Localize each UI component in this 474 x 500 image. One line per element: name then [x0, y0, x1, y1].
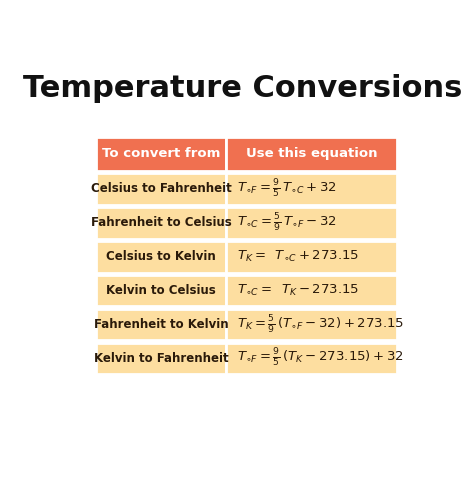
Text: $T_{\circ F} = \frac{9}{5}\,( T_{K} - 273.15) + 32$: $T_{\circ F} = \frac{9}{5}\,( T_{K} - 27…	[237, 348, 404, 370]
Bar	[96, 207, 227, 238]
Text: Use this equation: Use this equation	[246, 148, 378, 160]
Text: Fahrenheit to Kelvin: Fahrenheit to Kelvin	[94, 318, 228, 331]
Text: $T_{\circ C} =\;\; T_{K} - 273.15$: $T_{\circ C} =\;\; T_{K} - 273.15$	[237, 283, 360, 298]
Text: Temperature Conversions: Temperature Conversions	[23, 74, 463, 104]
Bar	[227, 137, 397, 171]
Text: Celsius to Kelvin: Celsius to Kelvin	[106, 250, 216, 263]
Bar	[227, 308, 397, 340]
Text: To convert from: To convert from	[102, 148, 220, 160]
Bar	[227, 275, 397, 306]
Text: $T_{K} = \frac{5}{9}\,( T_{\circ F} - 32) +273.15$: $T_{K} = \frac{5}{9}\,( T_{\circ F} - 32…	[237, 314, 404, 336]
Bar	[96, 275, 227, 306]
Text: Fahrenheit to Celsius: Fahrenheit to Celsius	[91, 216, 232, 230]
Bar	[96, 241, 227, 272]
Text: $T_{K} =\;\; T_{\circ C} + 273.15$: $T_{K} =\;\; T_{\circ C} + 273.15$	[237, 249, 360, 264]
Bar	[96, 137, 227, 171]
Bar	[227, 241, 397, 272]
Text: $T_{\circ C} = \frac{5}{9}\,T_{\circ F} - 32$: $T_{\circ C} = \frac{5}{9}\,T_{\circ F} …	[237, 212, 337, 234]
Bar	[96, 342, 227, 374]
Bar	[227, 207, 397, 238]
Text: $T_{\circ F} = \frac{9}{5}\,T_{\circ C} + 32$: $T_{\circ F} = \frac{9}{5}\,T_{\circ C} …	[237, 178, 337, 200]
Bar	[227, 173, 397, 205]
Text: Kelvin to Celsius: Kelvin to Celsius	[106, 284, 216, 297]
Bar	[96, 308, 227, 340]
Bar	[227, 342, 397, 374]
Text: Kelvin to Fahrenheit: Kelvin to Fahrenheit	[94, 352, 228, 365]
Text: Celsius to Fahrenheit: Celsius to Fahrenheit	[91, 182, 232, 196]
Bar	[96, 173, 227, 205]
